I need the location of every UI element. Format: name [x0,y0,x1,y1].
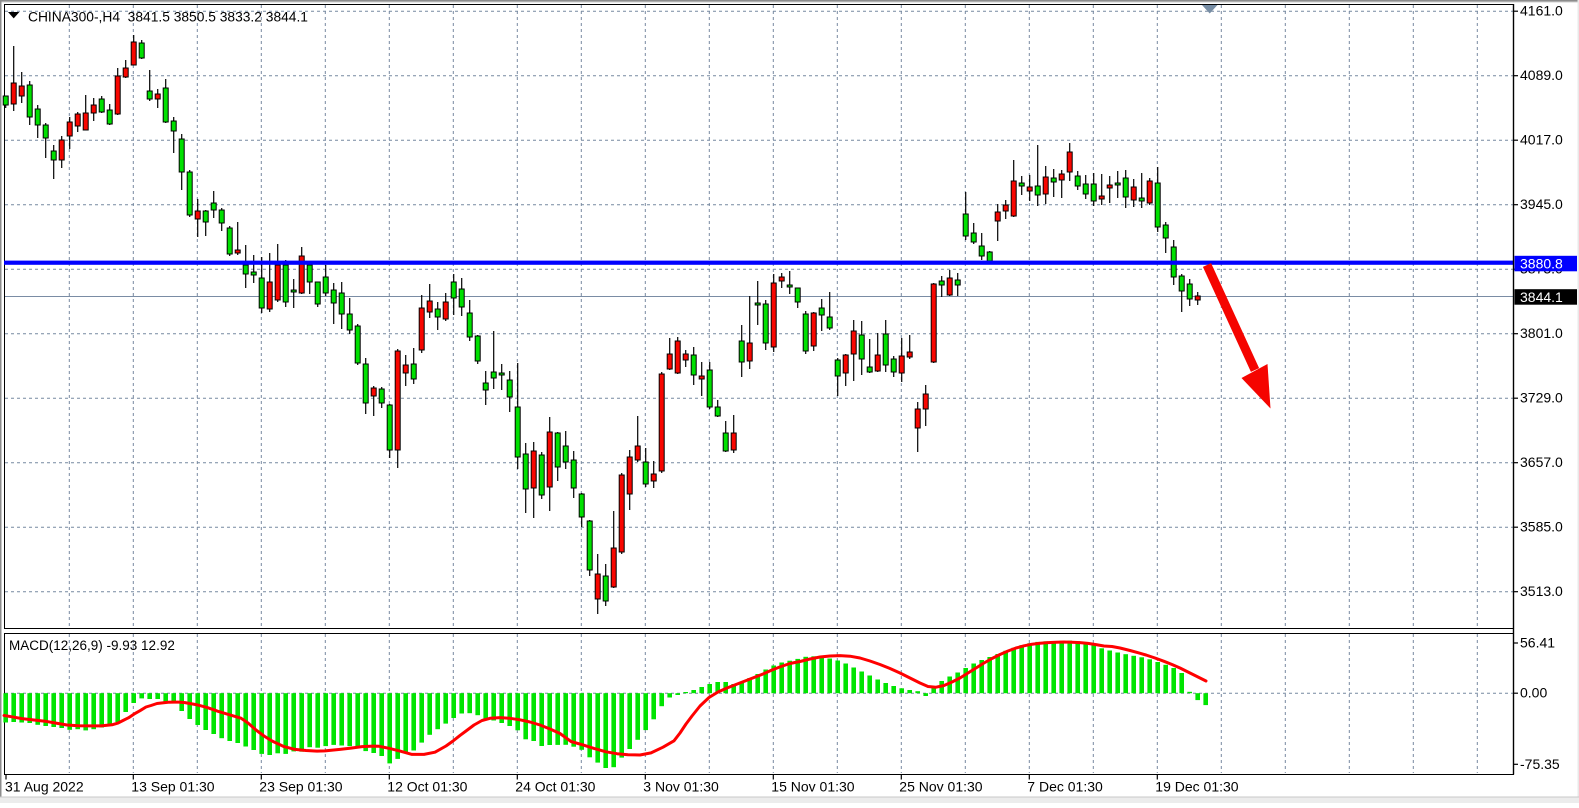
svg-text:-75.35: -75.35 [1520,756,1560,772]
svg-text:4089.0: 4089.0 [1520,67,1563,83]
svg-text:15 Nov 01:30: 15 Nov 01:30 [771,779,854,795]
svg-text:3844.1: 3844.1 [1520,289,1563,305]
svg-text:31 Aug 2022: 31 Aug 2022 [5,779,84,795]
svg-text:3657.0: 3657.0 [1520,454,1563,470]
svg-text:MACD(12,26,9) -9.93 12.92: MACD(12,26,9) -9.93 12.92 [9,638,175,653]
svg-text:13 Sep 01:30: 13 Sep 01:30 [131,779,215,795]
svg-text:7 Dec 01:30: 7 Dec 01:30 [1027,779,1103,795]
svg-text:3880.8: 3880.8 [1520,256,1563,272]
svg-text:3585.0: 3585.0 [1520,519,1563,535]
svg-text:3801.0: 3801.0 [1520,325,1563,341]
svg-text:3729.0: 3729.0 [1520,390,1563,406]
svg-text:0.00: 0.00 [1520,685,1547,701]
svg-text:23 Sep 01:30: 23 Sep 01:30 [259,779,343,795]
svg-text:4161.0: 4161.0 [1520,3,1563,19]
svg-text:3 Nov 01:30: 3 Nov 01:30 [643,779,719,795]
svg-text:25 Nov 01:30: 25 Nov 01:30 [899,779,982,795]
svg-text:19 Dec 01:30: 19 Dec 01:30 [1155,779,1238,795]
svg-text:CHINA300-,H4 3841.5 3850.5 38: CHINA300-,H4 3841.5 3850.5 3833.2 3844.1 [28,10,308,25]
svg-text:3513.0: 3513.0 [1520,583,1563,599]
svg-text:12 Oct 01:30: 12 Oct 01:30 [387,779,467,795]
svg-text:4017.0: 4017.0 [1520,132,1563,148]
svg-text:3945.0: 3945.0 [1520,196,1563,212]
svg-text:56.41: 56.41 [1520,635,1555,651]
svg-text:24 Oct 01:30: 24 Oct 01:30 [515,779,595,795]
